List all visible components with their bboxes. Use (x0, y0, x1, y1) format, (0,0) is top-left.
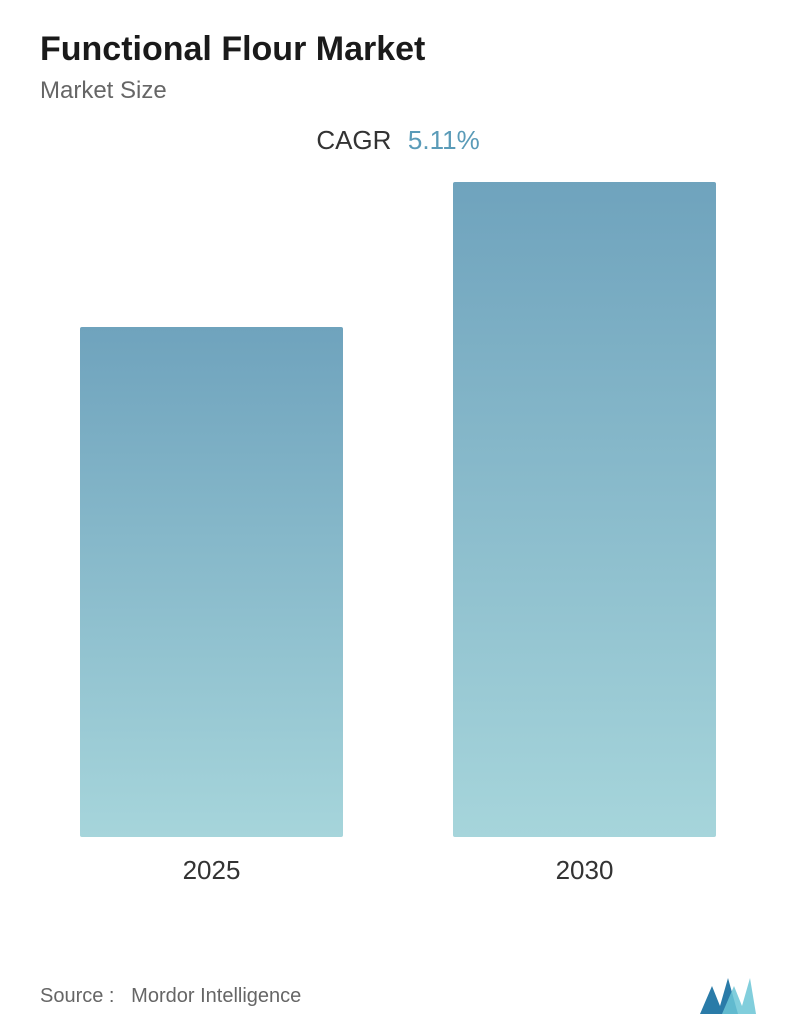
source-name: Mordor Intelligence (131, 985, 301, 1007)
logo-icon (700, 978, 756, 1014)
footer: Source : Mordor Intelligence (40, 978, 756, 1014)
cagr-label: CAGR (316, 125, 391, 155)
chart-area: 2025 2030 (40, 186, 756, 886)
source-label: Source : (40, 985, 114, 1007)
cagr-row: CAGR 5.11% (40, 125, 756, 156)
chart-title: Functional Flour Market (40, 30, 756, 69)
bar-label-1: 2030 (556, 855, 614, 886)
chart-subtitle: Market Size (40, 77, 756, 105)
bar-group-0: 2025 (80, 327, 343, 886)
cagr-value: 5.11% (408, 125, 480, 155)
bar-label-0: 2025 (183, 855, 241, 886)
source-text: Source : Mordor Intelligence (40, 985, 301, 1008)
bar-1 (453, 182, 716, 837)
bar-0 (80, 327, 343, 837)
bar-group-1: 2030 (453, 182, 716, 886)
